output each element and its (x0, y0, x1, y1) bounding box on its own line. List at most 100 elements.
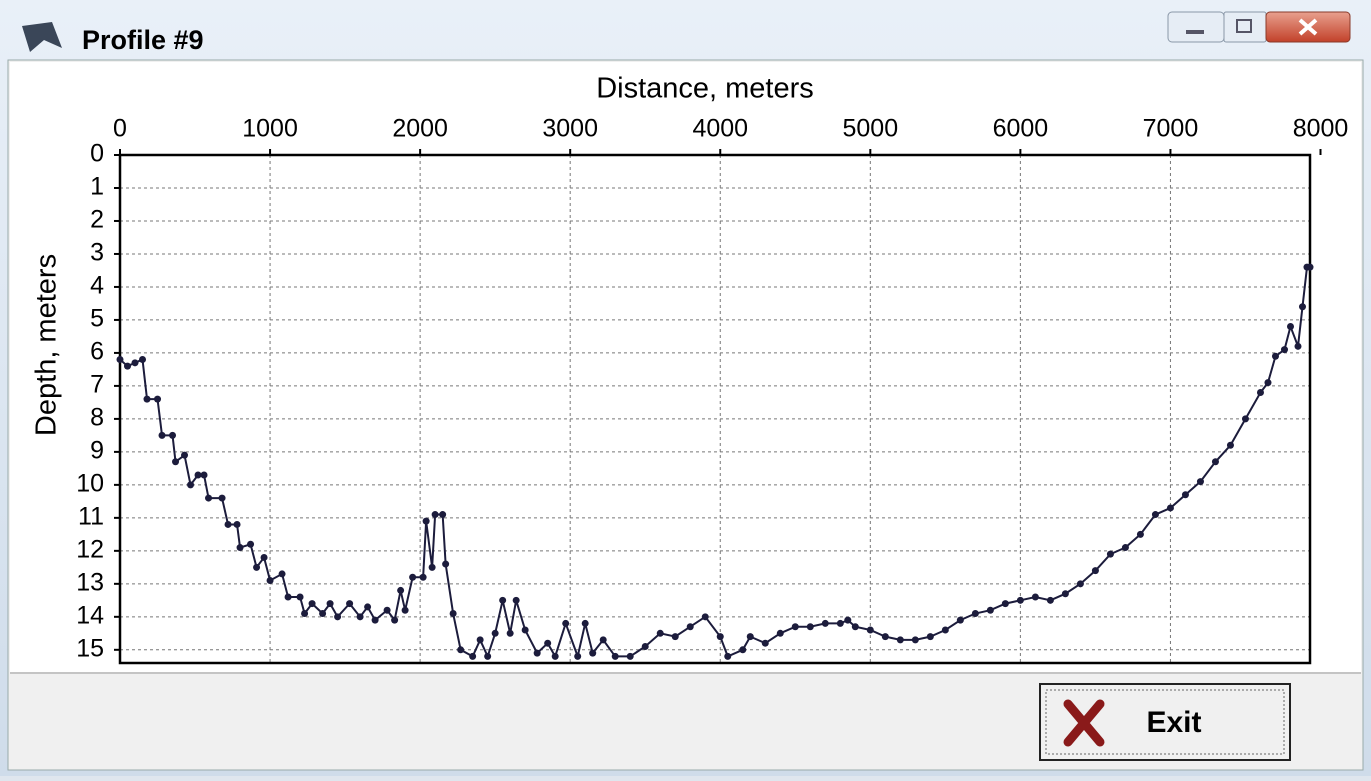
profile-point (1031, 593, 1039, 601)
y-tick-label: 9 (90, 436, 104, 464)
y-tick-label: 4 (90, 272, 104, 300)
profile-point (169, 431, 177, 439)
profile-point (589, 649, 597, 657)
profile-point (1166, 504, 1174, 512)
profile-point (1076, 580, 1084, 588)
y-tick-label: 8 (90, 404, 104, 432)
profile-point (1106, 550, 1114, 558)
profile-point (941, 626, 949, 634)
y-tick-label: 3 (90, 239, 104, 267)
profile-point (449, 610, 457, 618)
profile-point (971, 610, 979, 618)
y-axis-title: Depth, meters (31, 254, 63, 436)
profile-point (278, 570, 286, 578)
profile-point (806, 623, 814, 631)
y-tick-label: 1 (90, 173, 104, 201)
profile-point (296, 593, 304, 601)
profile-point (422, 517, 430, 525)
profile-point (626, 652, 634, 660)
profile-point (224, 520, 232, 528)
profile-point (791, 623, 799, 631)
profile-point (911, 636, 919, 644)
y-tick-label: 13 (76, 568, 104, 596)
profile-point (1241, 415, 1249, 423)
profile-point (356, 613, 364, 621)
profile-point (1286, 323, 1294, 331)
x-tick-label: 5000 (843, 115, 899, 143)
window-controls (1167, 11, 1351, 43)
minimize-icon (1186, 30, 1204, 34)
profile-point (1121, 544, 1129, 552)
profile-point (1226, 441, 1234, 449)
profile-point (233, 520, 241, 528)
profile-point (1256, 389, 1264, 397)
profile-point (1136, 530, 1144, 538)
profile-point (776, 629, 784, 637)
x-tick-label: 0 (113, 115, 127, 143)
profile-point (124, 362, 132, 370)
profile-point (205, 494, 213, 502)
y-tick-label: 14 (76, 601, 104, 629)
profile-point (896, 636, 904, 644)
profile-point (397, 586, 405, 594)
minimize-button[interactable] (1167, 11, 1225, 43)
profile-point (319, 610, 327, 618)
x-axis-title: Distance, meters (596, 73, 814, 105)
y-tick-label: 10 (76, 469, 104, 497)
profile-point (512, 596, 520, 604)
profile-point (574, 652, 582, 660)
profile-point (724, 652, 732, 660)
y-tick-label: 12 (76, 535, 104, 563)
profile-point (181, 451, 189, 459)
profile-point (409, 573, 417, 581)
profile-point (218, 494, 226, 502)
profile-point (746, 633, 754, 641)
profile-point (326, 600, 334, 608)
profile-point (1306, 263, 1314, 271)
profile-point (1016, 596, 1024, 604)
profile-point (194, 471, 202, 479)
x-tick-label: 8000 (1293, 115, 1349, 143)
close-icon (1298, 18, 1318, 36)
profile-point (506, 629, 514, 637)
profile-point (1151, 511, 1159, 519)
y-tick-label: 2 (90, 206, 104, 234)
profile-point (686, 623, 694, 631)
y-tick-label: 7 (90, 371, 104, 399)
profile-point (986, 606, 994, 614)
profile-point (383, 606, 391, 614)
profile-point (1001, 600, 1009, 608)
profile-point (334, 613, 342, 621)
y-tick-label: 0 (90, 140, 104, 168)
profile-point (1264, 379, 1272, 387)
profile-point (469, 652, 477, 660)
profile-point (739, 646, 747, 654)
profile-point (1196, 478, 1204, 486)
profile-point (1298, 303, 1306, 311)
profile-point (956, 616, 964, 624)
profile-point (1046, 596, 1054, 604)
profile-point (671, 633, 679, 641)
y-tick-label: 5 (90, 305, 104, 333)
profile-point (836, 619, 844, 627)
profile-point (371, 616, 379, 624)
profile-point (260, 553, 268, 561)
y-tick-label: 15 (76, 634, 104, 662)
profile-point (439, 511, 447, 519)
profile-point (611, 652, 619, 660)
profile-point (521, 626, 529, 634)
profile-point (599, 636, 607, 644)
profile-point (247, 540, 255, 548)
maximize-button[interactable] (1223, 11, 1267, 43)
profile-point (701, 613, 709, 621)
profile-point (551, 652, 559, 660)
plot-frame (118, 153, 1312, 665)
profile-point (301, 610, 309, 618)
profile-point (284, 593, 292, 601)
profile-point (716, 633, 724, 641)
profile-point (562, 619, 570, 627)
exit-icon (1063, 699, 1105, 747)
profile-point (926, 633, 934, 641)
x-tick-label: 7000 (1143, 115, 1199, 143)
exit-button[interactable]: Exit (1039, 683, 1291, 761)
